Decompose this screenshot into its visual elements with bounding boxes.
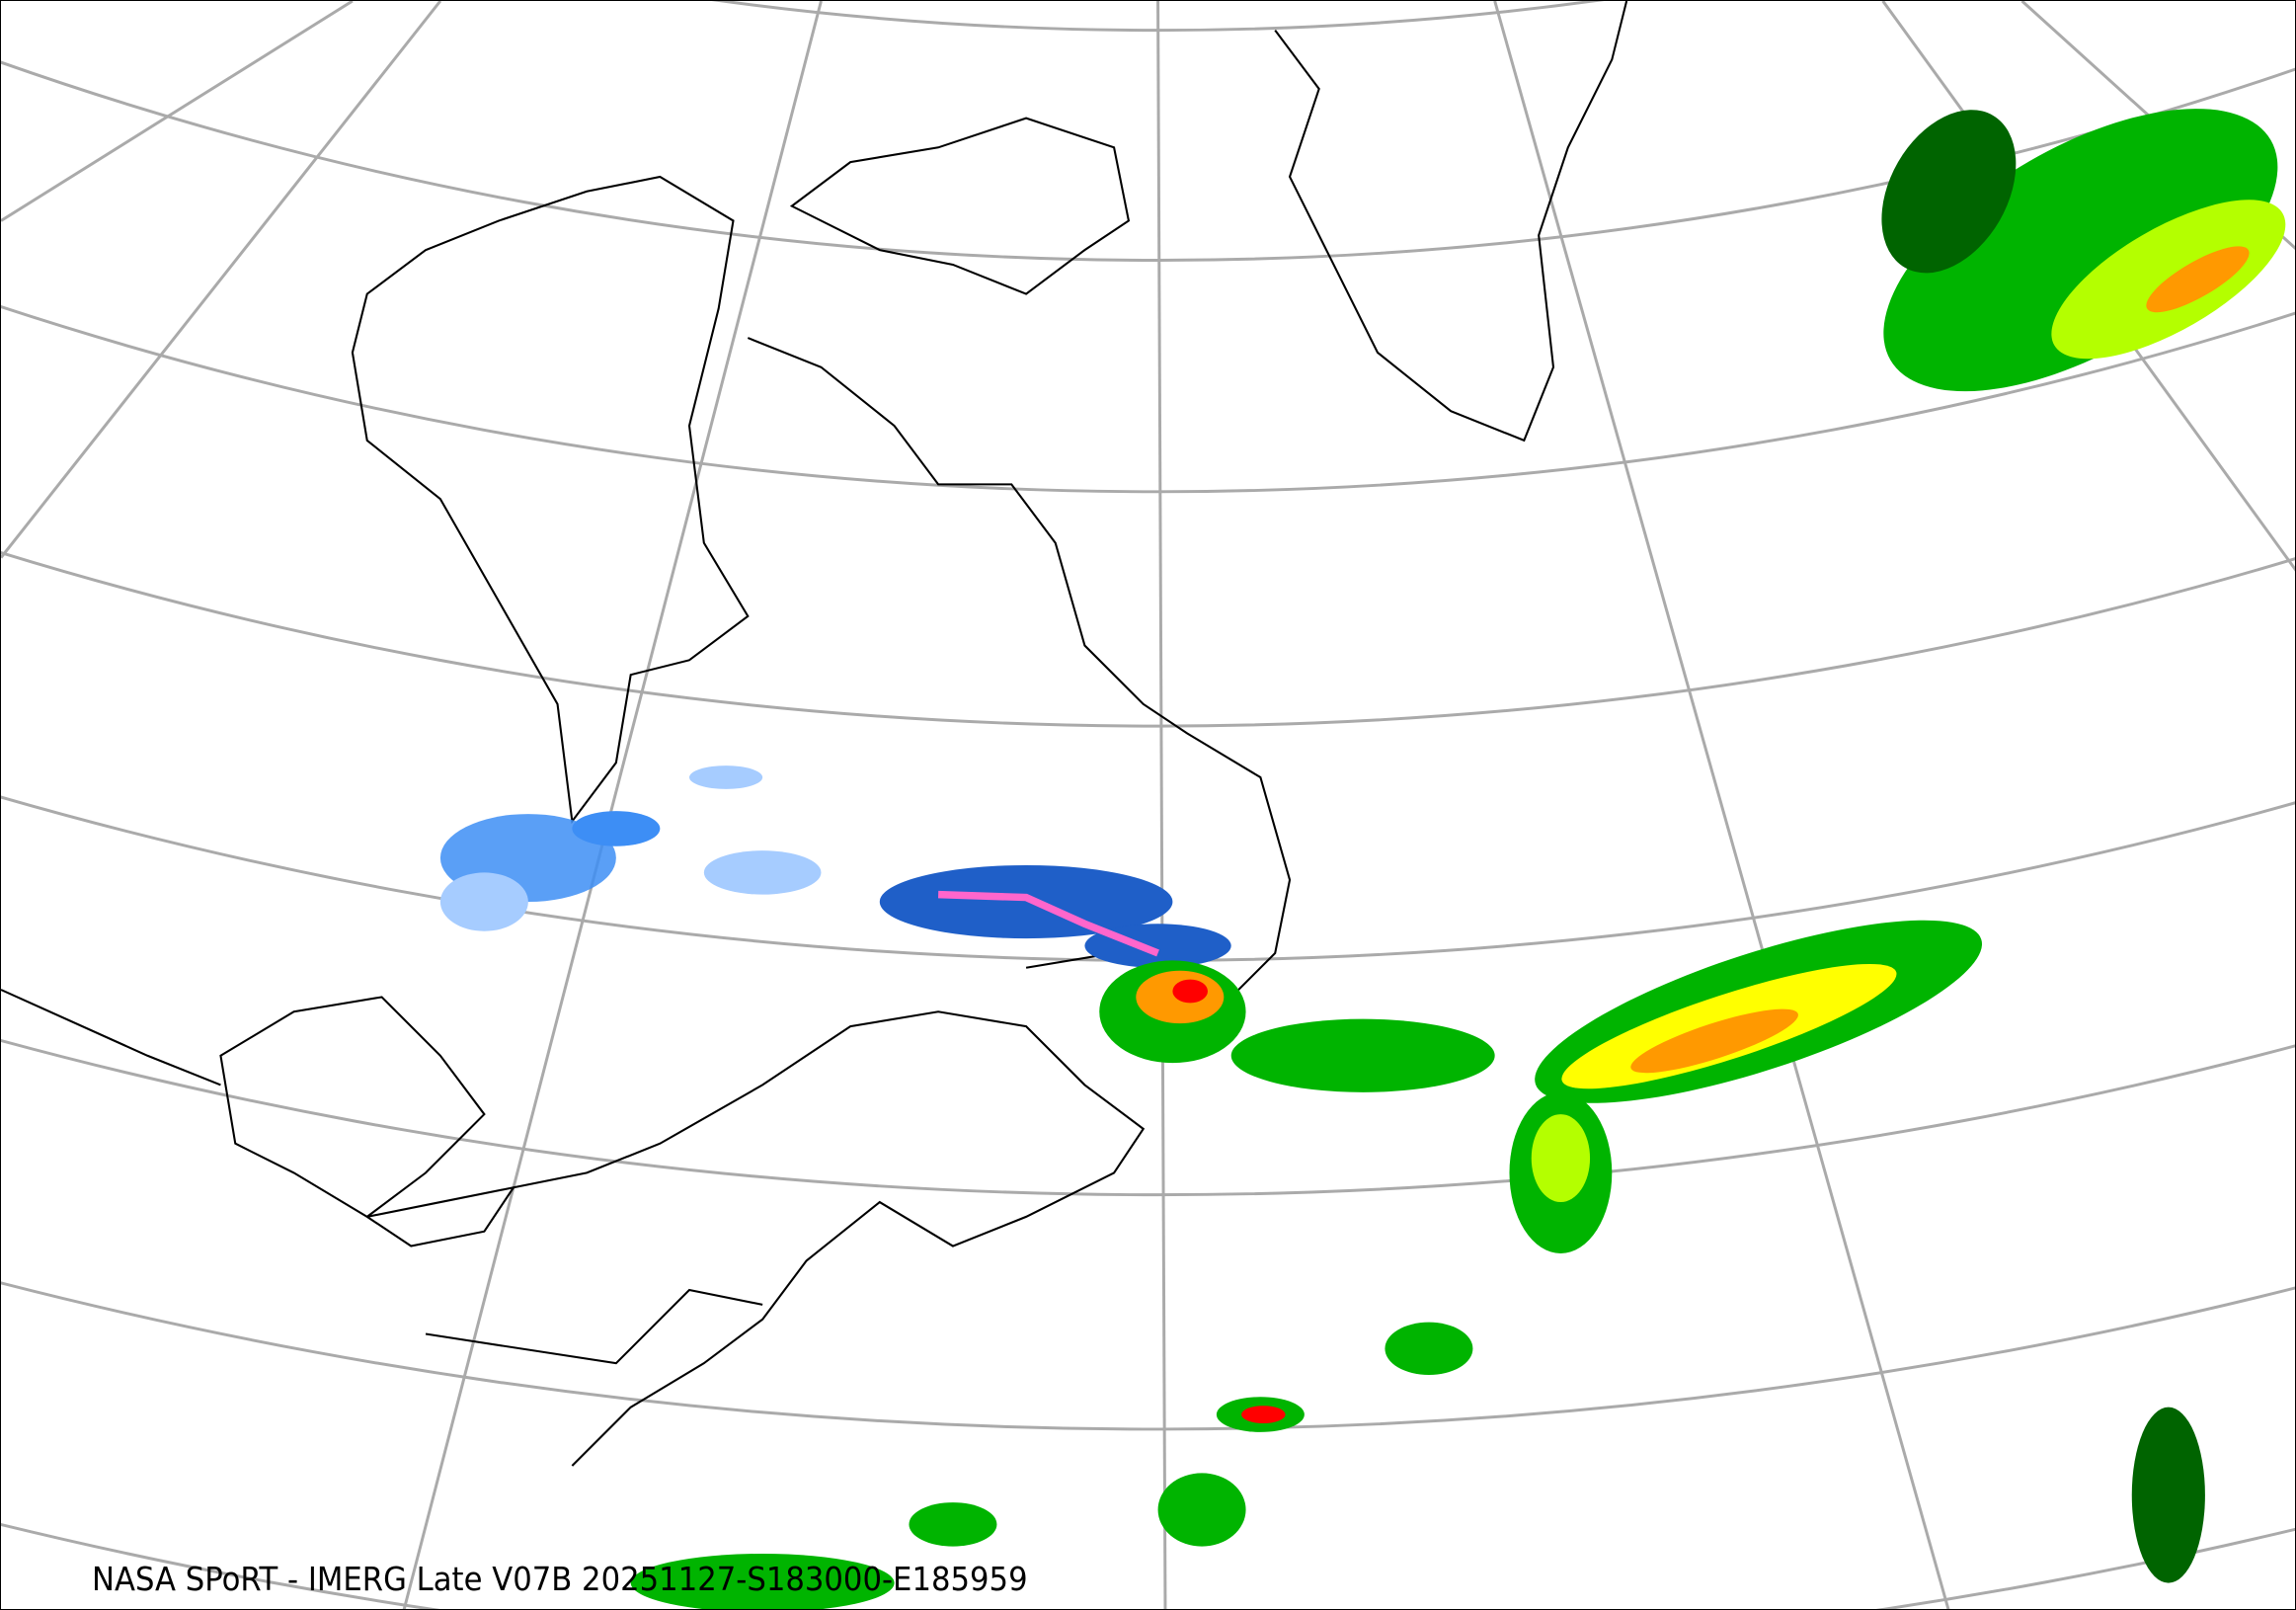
rain-area	[1385, 1322, 1473, 1376]
latitude-line	[1, 1038, 2295, 1195]
coastline-greenland	[1274, 1, 1628, 443]
coastline-great-lakes	[219, 996, 516, 1248]
latitude-line	[1, 304, 2295, 493]
longitude-line	[402, 1, 823, 1609]
coastline-st-lawrence	[513, 1010, 1146, 1467]
rain-area	[1881, 110, 2017, 274]
rain-area	[2131, 1407, 2205, 1583]
snow-heavy-band	[937, 890, 1159, 957]
snow-area	[689, 765, 763, 789]
rain-area	[2146, 246, 2250, 313]
latitude-line	[1, 1279, 2295, 1429]
rain-area	[1531, 1114, 1591, 1203]
rain-area	[630, 1553, 895, 1609]
coastline-hudson-bay	[351, 175, 750, 825]
rain-area	[1630, 1008, 1798, 1074]
snow-area	[572, 811, 661, 846]
longitude-line	[1, 1, 354, 222]
rain-area	[1157, 1473, 1246, 1547]
rain-area	[1230, 1018, 1495, 1092]
rain-area	[909, 1502, 997, 1547]
rain-area	[1883, 109, 2278, 392]
snow-area	[879, 864, 1173, 939]
border-canada-us	[1, 989, 763, 1365]
longitude-line	[1156, 1, 1167, 1609]
latitude-line	[1, 549, 2295, 727]
coastline-baffin	[789, 117, 1131, 295]
snow-area	[703, 850, 822, 895]
coastlines	[1, 1, 1628, 1467]
snow-area	[439, 872, 528, 931]
rain-area	[1172, 979, 1208, 1004]
rain-area	[1241, 1406, 1286, 1423]
longitude-line	[1493, 1, 1950, 1609]
map-caption: NASA SPoRT - IMERG Late V07B 20251127-S1…	[92, 1560, 1028, 1598]
longitude-line	[1, 1, 442, 559]
rainfall-areas	[630, 109, 2286, 1609]
snowfall-areas	[439, 765, 1231, 968]
